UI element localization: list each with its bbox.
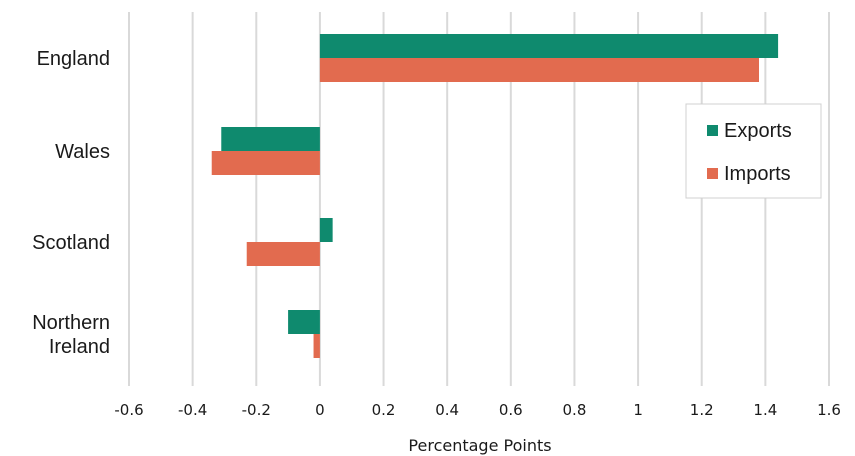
x-tick-labels: -0.6 -0.4 -0.2 0 0.2 0.4 0.6 0.8 1 1.2 1.4 1.6 xyxy=(114,401,841,419)
x-tick-label: 0 xyxy=(315,401,325,419)
x-tick-label: 0.2 xyxy=(372,401,396,419)
legend-swatch xyxy=(707,168,718,179)
bar-imports-northern-ireland xyxy=(313,334,320,358)
category-label: Wales xyxy=(55,141,110,163)
x-tick-label: 0.8 xyxy=(563,401,587,419)
bar-imports-wales xyxy=(211,151,320,175)
category-label: Scotland xyxy=(32,232,110,254)
category-label: Ireland xyxy=(49,336,110,358)
legend-label: Exports xyxy=(724,120,792,142)
bar-imports-england xyxy=(319,58,759,82)
x-tick-label: 1.2 xyxy=(690,401,714,419)
x-tick-label: 0.4 xyxy=(435,401,459,419)
x-tick-label: -0.6 xyxy=(114,401,143,419)
legend-label: Imports xyxy=(724,163,791,185)
category-label: England xyxy=(37,48,110,70)
x-tick-label: 1.6 xyxy=(817,401,841,419)
category-label: Northern xyxy=(32,312,110,334)
x-axis-title: Percentage Points xyxy=(408,436,551,455)
bar-imports-scotland xyxy=(246,242,320,266)
bars xyxy=(211,34,779,358)
x-tick-label: 1.4 xyxy=(753,401,777,419)
legend: Exports Imports xyxy=(685,103,822,199)
x-tick-label: 1 xyxy=(633,401,643,419)
bar-exports-northern-ireland xyxy=(288,310,320,334)
legend-box xyxy=(685,103,822,199)
legend-swatch xyxy=(707,125,718,136)
bar-exports-scotland xyxy=(319,218,333,242)
bar-exports-wales xyxy=(221,127,320,151)
bar-exports-england xyxy=(319,34,779,58)
x-tick-label: -0.4 xyxy=(178,401,207,419)
x-tick-label: 0.6 xyxy=(499,401,523,419)
x-tick-label: -0.2 xyxy=(242,401,271,419)
